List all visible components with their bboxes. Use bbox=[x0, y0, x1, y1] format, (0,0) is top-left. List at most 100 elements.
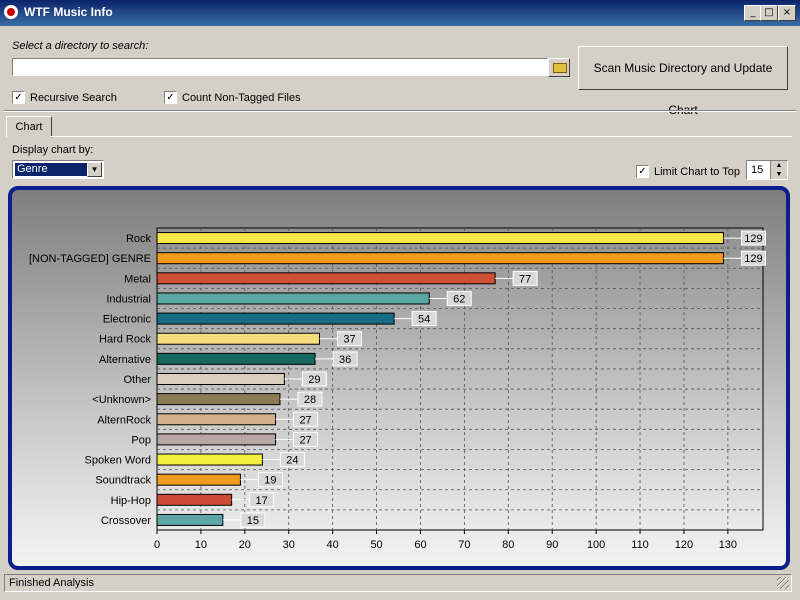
check-icon: ✓ bbox=[164, 91, 177, 104]
bar bbox=[156, 513, 224, 526]
x-tick-label: 30 bbox=[283, 539, 295, 551]
limit-top-value: 15 bbox=[751, 164, 764, 176]
category-label: AlternRock bbox=[97, 414, 151, 426]
bar bbox=[156, 292, 430, 305]
category-label: Industrial bbox=[106, 293, 151, 305]
bar bbox=[156, 493, 233, 506]
data-label-box bbox=[257, 472, 283, 488]
category-label: Other bbox=[123, 374, 151, 386]
x-tick-label: 90 bbox=[546, 539, 558, 551]
status-bar: Finished Analysis bbox=[4, 574, 792, 592]
x-tick-label: 130 bbox=[719, 539, 737, 551]
data-label: 19 bbox=[264, 475, 276, 487]
data-label: 129 bbox=[744, 233, 762, 245]
bar bbox=[156, 473, 241, 486]
data-label-box bbox=[411, 311, 437, 327]
check-icon: ✓ bbox=[636, 165, 649, 178]
limit-top-label: Limit Chart to Top bbox=[654, 165, 741, 178]
data-label-box bbox=[301, 371, 327, 387]
directory-prompt: Select a directory to search: bbox=[12, 40, 149, 52]
x-tick-label: 120 bbox=[675, 539, 693, 551]
bar bbox=[156, 232, 724, 245]
category-label: Metal bbox=[124, 273, 151, 285]
tab-panel-border bbox=[50, 136, 792, 137]
recursive-search-checkbox[interactable]: ✓ Recursive Search bbox=[12, 91, 117, 104]
x-tick-label: 0 bbox=[154, 539, 160, 551]
bar bbox=[156, 373, 285, 385]
data-label-box bbox=[512, 270, 538, 286]
status-text: Finished Analysis bbox=[9, 577, 94, 589]
bar bbox=[156, 352, 316, 365]
data-label-box bbox=[740, 230, 766, 246]
limit-top-spinner[interactable]: 15 ▲ ▼ bbox=[746, 160, 788, 180]
data-label: 36 bbox=[339, 354, 351, 366]
check-icon: ✓ bbox=[12, 91, 25, 104]
data-label-box bbox=[332, 351, 358, 367]
data-label: 37 bbox=[343, 334, 355, 346]
x-tick-label: 100 bbox=[587, 539, 605, 551]
data-label-box bbox=[240, 512, 266, 528]
data-label: 62 bbox=[453, 293, 465, 305]
chevron-down-icon[interactable]: ▼ bbox=[87, 162, 102, 177]
data-label-box bbox=[249, 492, 275, 508]
x-tick-label: 70 bbox=[458, 539, 470, 551]
category-label: Soundtrack bbox=[95, 475, 151, 487]
title-bar: WTF Music Info _ □ × bbox=[0, 0, 800, 26]
folder-icon bbox=[553, 63, 567, 73]
count-untagged-checkbox[interactable]: ✓ Count Non-Tagged Files bbox=[164, 91, 301, 104]
category-label: Hard Rock bbox=[99, 334, 151, 346]
bar bbox=[156, 332, 320, 345]
data-label-box bbox=[293, 431, 319, 447]
limit-top-checkbox[interactable]: ✓ Limit Chart to Top bbox=[636, 165, 740, 178]
x-tick-label: 20 bbox=[239, 539, 251, 551]
bar bbox=[156, 393, 281, 406]
data-label-box bbox=[336, 331, 362, 347]
close-button[interactable]: × bbox=[778, 5, 796, 21]
scan-button[interactable]: Scan Music Directory and Update Chart bbox=[578, 46, 788, 117]
data-label-box bbox=[279, 452, 305, 468]
data-label-box bbox=[740, 250, 766, 266]
display-by-value: Genre bbox=[15, 163, 87, 176]
data-label: 29 bbox=[308, 374, 320, 386]
data-label-box bbox=[297, 391, 323, 407]
bar bbox=[156, 252, 724, 265]
data-label: 27 bbox=[299, 414, 311, 426]
category-label: Hip-Hop bbox=[111, 495, 151, 507]
category-label: Pop bbox=[131, 434, 151, 446]
data-label: 17 bbox=[256, 495, 268, 507]
resize-grip-icon[interactable] bbox=[777, 577, 789, 589]
count-untagged-label: Count Non-Tagged Files bbox=[182, 91, 301, 104]
bar bbox=[156, 312, 395, 325]
display-by-label: Display chart by: bbox=[12, 144, 94, 156]
bar bbox=[156, 272, 496, 285]
window-title: WTF Music Info bbox=[24, 5, 113, 19]
x-tick-label: 10 bbox=[195, 539, 207, 551]
data-label: 28 bbox=[304, 394, 316, 406]
tab-chart[interactable]: Chart bbox=[6, 116, 52, 138]
browse-folder-button[interactable] bbox=[548, 58, 570, 77]
app-icon bbox=[4, 5, 18, 19]
bar bbox=[156, 453, 263, 466]
category-label: <Unknown> bbox=[92, 394, 151, 406]
x-tick-label: 110 bbox=[631, 539, 649, 551]
bar bbox=[156, 413, 277, 426]
category-label: Crossover bbox=[101, 515, 151, 527]
x-tick-label: 40 bbox=[327, 539, 339, 551]
chart-panel: 0 10 20 30 40 50 60 70 80 90 100 110 120 130 Rock 129 [N… bbox=[8, 186, 790, 570]
category-label: [NON-TAGGED] GENRE bbox=[29, 253, 151, 265]
data-label: 15 bbox=[247, 515, 259, 527]
data-label: 54 bbox=[418, 314, 430, 326]
genre-bar-chart: 0 10 20 30 40 50 60 70 80 90 100 110 120 130 Rock 129 [N… bbox=[29, 227, 766, 551]
x-tick-label: 50 bbox=[370, 539, 382, 551]
data-label: 24 bbox=[286, 455, 298, 467]
bar bbox=[156, 433, 277, 446]
data-label: 77 bbox=[519, 273, 531, 285]
x-tick-label: 80 bbox=[502, 539, 514, 551]
data-label: 129 bbox=[744, 253, 762, 265]
spinner-arrows-icon[interactable]: ▲ ▼ bbox=[770, 161, 787, 179]
data-label-box bbox=[446, 290, 472, 306]
maximize-button[interactable]: □ bbox=[760, 5, 778, 21]
display-by-select[interactable]: Genre ▼ bbox=[12, 160, 104, 179]
category-label: Spoken Word bbox=[85, 455, 151, 467]
directory-path-input[interactable] bbox=[12, 58, 548, 76]
